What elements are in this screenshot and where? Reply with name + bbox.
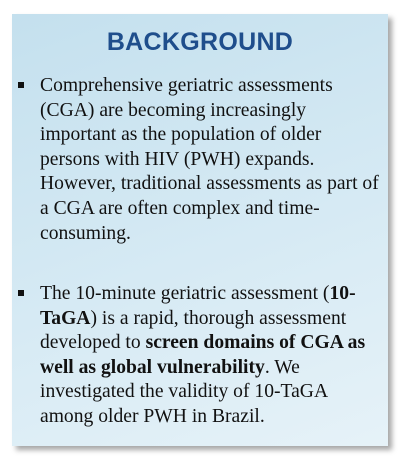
bullet-marker <box>18 290 24 296</box>
background-panel: BACKGROUND Comprehensive geriatric asses… <box>12 14 388 446</box>
bullet-marker <box>18 82 24 88</box>
bold-text: 10-TaGA <box>40 283 356 329</box>
text: . We investigated the validity of 10-TaG… <box>40 356 328 427</box>
text: ) is a rapid, thorough assessment develo… <box>40 307 347 354</box>
bullet-item: The 10-minute geriatric assessment (10-T… <box>18 282 380 430</box>
text: Comprehensive geriatric assessments (CGA… <box>40 75 379 244</box>
section-title: BACKGROUND <box>106 28 294 56</box>
text: The 10-minute geriatric assessment ( <box>40 283 330 304</box>
bold-text: screen domains of CGA as well as global … <box>40 332 366 378</box>
bullet-item: Comprehensive geriatric assessments (CGA… <box>18 74 380 246</box>
